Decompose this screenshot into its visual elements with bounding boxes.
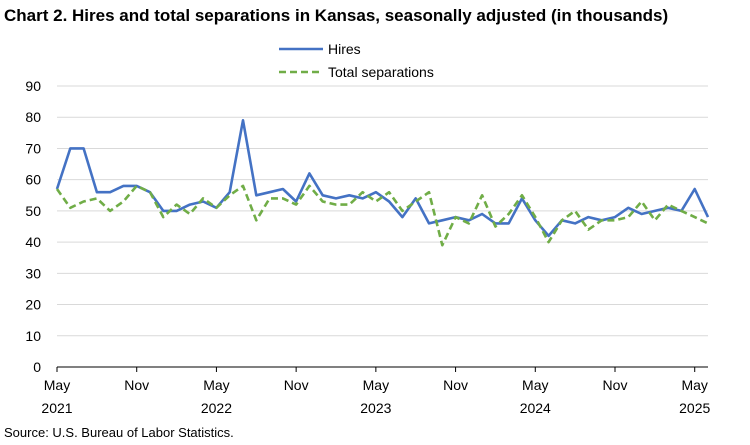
y-tick-label: 40	[25, 234, 41, 250]
y-tick-label: 0	[33, 359, 41, 375]
x-tick-label-month: May	[44, 377, 70, 393]
chart-title: Chart 2. Hires and total separations in …	[4, 6, 669, 25]
y-tick-label: 10	[25, 328, 41, 344]
y-tick-label: 90	[25, 78, 41, 94]
series-line-total-separations	[55, 184, 709, 247]
source-note: Source: U.S. Bureau of Labor Statistics.	[4, 425, 234, 440]
x-tick-label-year: 2023	[360, 400, 391, 416]
y-tick-label: 60	[25, 172, 41, 188]
legend-label: Hires	[328, 41, 361, 57]
series-line-hires	[55, 119, 710, 238]
y-axis-ticks: 0 10 20 30 40 50 60 70 80 90	[25, 78, 41, 375]
series-lines	[55, 119, 710, 247]
x-tick-label-year: 2025	[679, 400, 710, 416]
x-tick-label-month: May	[522, 377, 548, 393]
x-axis-ticks: May 2021 Nov May 2022 Nov May 2023 Nov May 2024 Nov…	[41, 367, 710, 416]
y-tick-label: 20	[25, 297, 41, 313]
x-tick-label-month: Nov	[124, 377, 149, 393]
y-tick-label: 30	[25, 265, 41, 281]
x-tick-label-month: Nov	[443, 377, 468, 393]
y-tick-label: 50	[25, 203, 41, 219]
legend-label: Total separations	[328, 64, 434, 80]
y-tick-label: 70	[25, 140, 41, 156]
x-tick-label-month: Nov	[284, 377, 309, 393]
legend: Hires Total separations	[279, 41, 434, 80]
gridlines	[57, 85, 708, 337]
x-tick-label-year: 2021	[41, 400, 72, 416]
x-tick-label-month: May	[681, 377, 707, 393]
x-tick-label-month: May	[363, 377, 389, 393]
x-tick-label-month: May	[203, 377, 229, 393]
x-tick-label-year: 2024	[520, 400, 551, 416]
x-tick-label-year: 2022	[201, 400, 232, 416]
x-tick-label-month: Nov	[603, 377, 628, 393]
y-tick-label: 80	[25, 109, 41, 125]
